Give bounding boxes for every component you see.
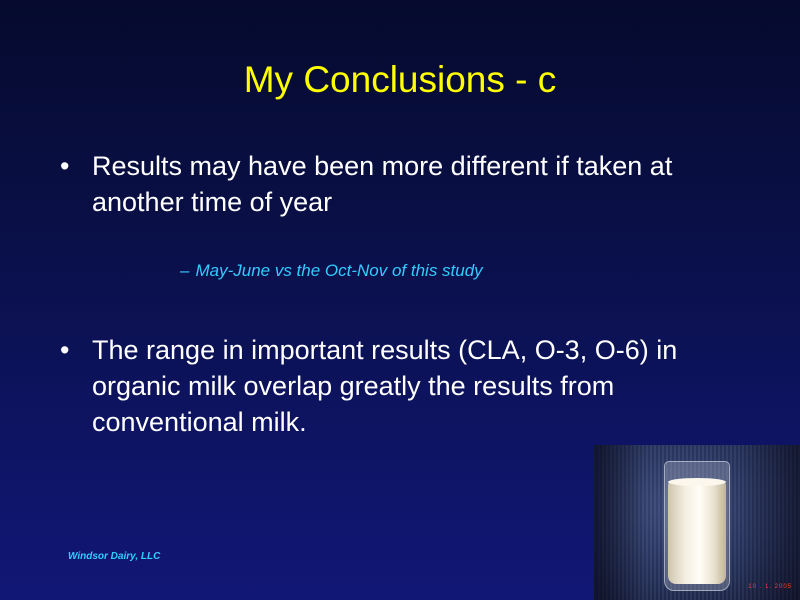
- glass-of-milk-photo: 10 . 1. 2005: [594, 445, 800, 600]
- milk: [668, 482, 726, 584]
- bullet-text: The range in important results (CLA, O-3…: [92, 335, 678, 437]
- bullet-marker: •: [60, 151, 70, 181]
- glass: [664, 461, 730, 591]
- bullet-item: • The range in important results (CLA, O…: [60, 332, 680, 440]
- bullet-marker: •: [60, 335, 70, 365]
- photo-date-stamp: 10 . 1. 2005: [748, 584, 792, 590]
- sub-bullet-marker: –: [180, 261, 190, 280]
- sub-bullet-item: – May-June vs the Oct-Nov of this study: [180, 260, 483, 282]
- bullet-text: Results may have been more different if …: [92, 151, 673, 217]
- slide-title: My Conclusions - c: [243, 59, 557, 100]
- bullet-item: • Results may have been more different i…: [60, 148, 680, 220]
- footer-credit: Windsor Dairy, LLC: [68, 551, 161, 562]
- sub-bullet-text: May-June vs the Oct-Nov of this study: [195, 261, 483, 280]
- milk-surface: [668, 478, 726, 486]
